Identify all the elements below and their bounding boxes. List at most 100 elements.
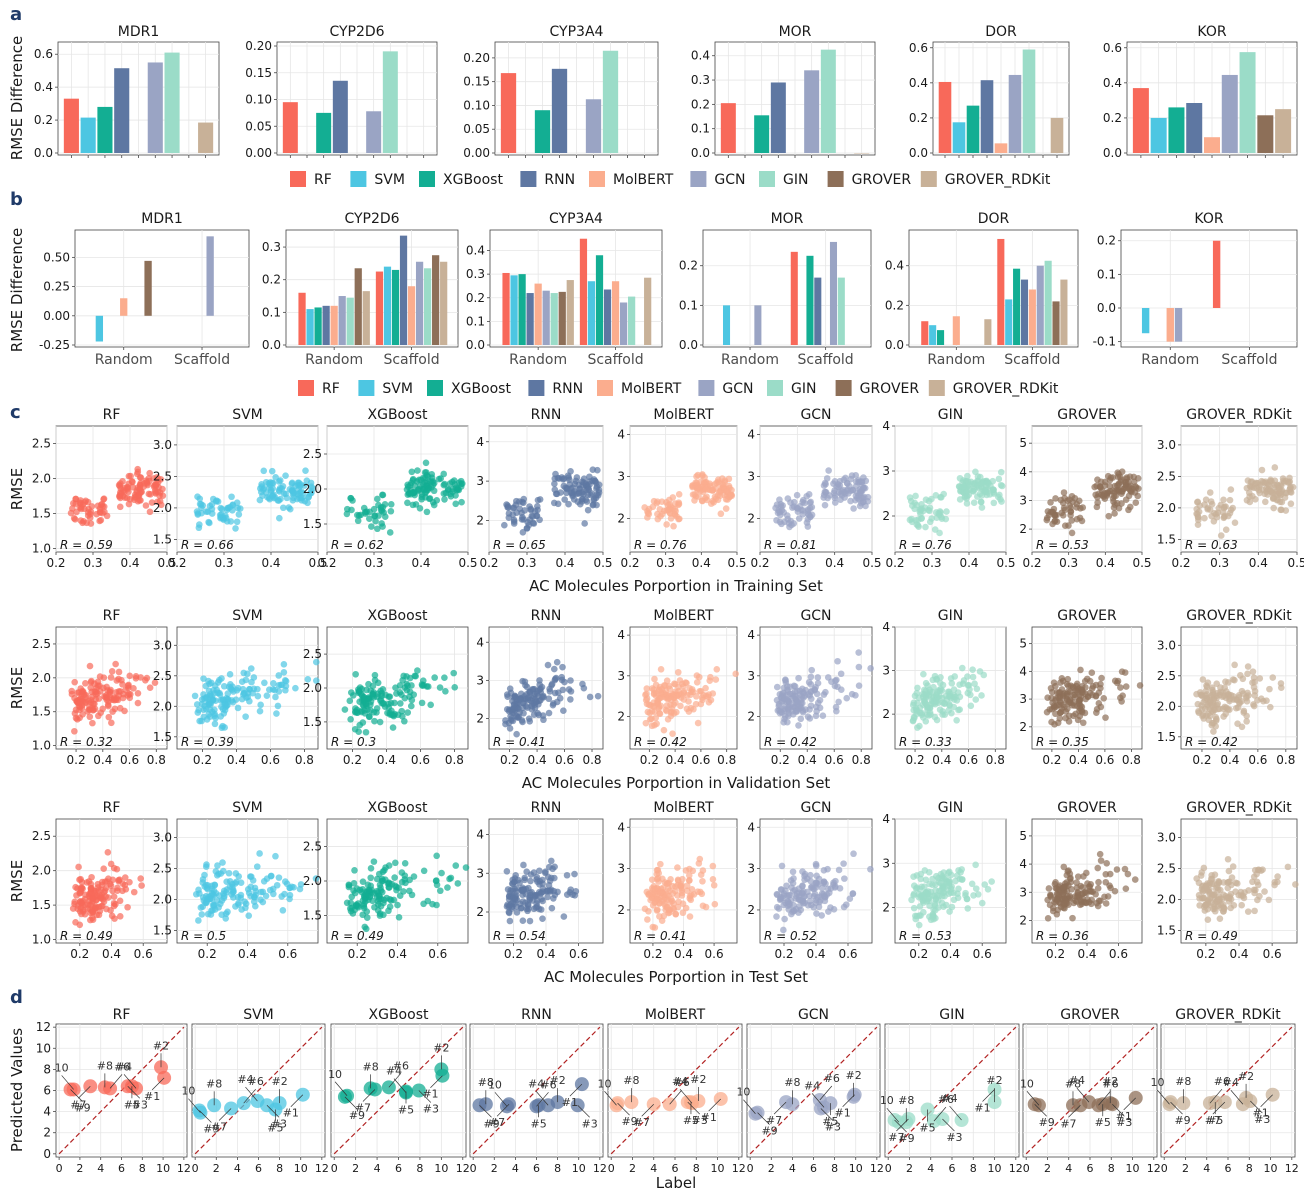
data-point <box>254 685 261 693</box>
y-tick-label: 2 <box>882 707 890 721</box>
data-point <box>1067 504 1074 512</box>
data-point <box>1258 477 1265 485</box>
data-point <box>520 861 527 869</box>
y-tick-label: 0.3 <box>262 240 281 254</box>
data-point <box>976 490 984 498</box>
bar-GROVER_RDKit <box>984 319 992 345</box>
r-annotation: R = 0.49 <box>1185 929 1238 943</box>
x-tick-label: 0.5 <box>458 556 477 570</box>
panel-label: d <box>10 987 23 1008</box>
y-tick-label: 3.0 <box>153 831 172 845</box>
x-tick-label: 0.4 <box>959 556 978 570</box>
data-point <box>1257 867 1265 874</box>
data-point <box>359 886 367 893</box>
y-tick-label: 0.0 <box>885 338 904 352</box>
data-point <box>515 705 522 713</box>
data-point <box>258 483 265 490</box>
y-tick-label: 4 <box>476 635 484 649</box>
facet-title: GROVER <box>1057 800 1117 816</box>
data-point <box>211 690 218 697</box>
data-point <box>1224 855 1232 863</box>
x-tick-label: 0.8 <box>147 753 166 767</box>
data-point <box>936 511 943 519</box>
data-point <box>211 720 219 728</box>
r-annotation: R = 0.42 <box>764 735 817 749</box>
x-tick-label: 0.8 <box>986 753 1005 767</box>
data-point <box>441 480 448 488</box>
data-point <box>548 874 555 882</box>
data-point <box>1110 504 1118 511</box>
data-point <box>559 686 567 694</box>
data-point <box>306 490 314 497</box>
data-point <box>198 911 206 918</box>
x-tick-label: 0.2 <box>1171 556 1190 570</box>
bar-GCN <box>619 302 628 345</box>
x-tick-label: 0.4 <box>932 753 951 767</box>
data-point <box>963 500 971 507</box>
data-point <box>867 665 874 672</box>
data-point <box>1052 495 1059 502</box>
data-point <box>273 710 280 717</box>
x-tick-label: 0.8 <box>445 753 464 767</box>
data-point <box>370 505 378 513</box>
bar-SVM <box>929 325 937 345</box>
data-point <box>69 905 77 912</box>
data-point <box>257 488 265 496</box>
data-point <box>972 696 980 703</box>
y-tick-label: 2 <box>476 712 484 726</box>
data-point <box>909 701 917 709</box>
category-label: Random <box>927 352 985 368</box>
y-tick-label: 2.0 <box>153 699 172 713</box>
bar-GROVER <box>1052 301 1060 345</box>
data-point <box>550 499 558 507</box>
x-tick-label: 0.6 <box>705 947 724 961</box>
data-point <box>822 688 829 696</box>
data-point <box>1209 891 1217 899</box>
data-point <box>200 675 207 682</box>
data-point <box>565 686 573 693</box>
data-point <box>1117 473 1124 481</box>
data-point <box>942 901 950 909</box>
data-point <box>230 888 237 895</box>
data-point <box>431 674 438 681</box>
data-point <box>195 917 202 924</box>
data-point <box>709 876 717 883</box>
data-point <box>77 504 85 511</box>
data-point <box>656 505 664 513</box>
bar-GROVER_RDKit <box>362 291 370 345</box>
data-point <box>964 905 972 912</box>
data-point <box>1249 492 1256 500</box>
x-tick-label: 0.6 <box>691 753 710 767</box>
y-tick-label: 2.0 <box>153 893 172 907</box>
data-point <box>87 884 95 892</box>
x-tick-label: 0.3 <box>1210 556 1229 570</box>
data-point <box>381 866 388 874</box>
data-point <box>855 663 863 671</box>
data-point <box>148 499 156 506</box>
data-point <box>1078 683 1086 690</box>
data-point <box>775 702 783 710</box>
data-point <box>121 494 129 501</box>
data-point <box>973 685 981 693</box>
x-tick-label: 0.4 <box>674 947 693 961</box>
r-annotation: R = 0.52 <box>764 929 817 943</box>
legend-label: GROVER_RDKit <box>953 381 1059 397</box>
y-tick-label: 4 <box>617 820 625 834</box>
y-tick-label: 0.00 <box>245 146 272 160</box>
data-point <box>567 696 574 703</box>
data-point <box>664 501 672 509</box>
data-point <box>152 482 160 490</box>
data-point <box>411 672 419 680</box>
data-point <box>297 481 305 488</box>
data-point <box>353 709 361 716</box>
data-point <box>1059 499 1067 507</box>
data-point <box>107 674 115 681</box>
data-point <box>950 896 958 904</box>
data-point <box>513 713 521 721</box>
data-point <box>406 876 413 884</box>
data-point <box>270 494 278 502</box>
facet-title: GIN <box>938 800 963 816</box>
x-tick-label: 0.8 <box>717 753 736 767</box>
